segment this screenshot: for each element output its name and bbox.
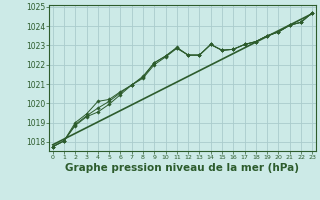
- X-axis label: Graphe pression niveau de la mer (hPa): Graphe pression niveau de la mer (hPa): [66, 163, 300, 173]
